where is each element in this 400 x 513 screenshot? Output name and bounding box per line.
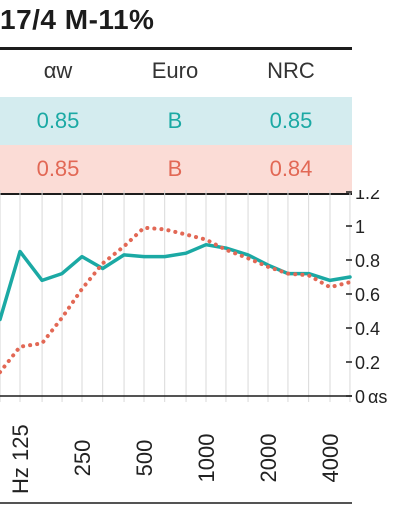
title-divider	[0, 47, 352, 50]
y-tick-label: 1	[355, 217, 365, 237]
teal-euro-value: B	[167, 108, 183, 133]
header-nrc: NRC	[267, 58, 315, 83]
salmon-euro-value: B	[167, 156, 183, 181]
y-tick-label: 0.6	[355, 285, 380, 305]
x-tick-label: Hz 125	[8, 424, 33, 494]
teal-alpha-w-value: 0.85	[36, 108, 80, 133]
x-tick-label: 250	[70, 440, 95, 477]
x-tick-label: 4000	[318, 434, 343, 483]
y-tick-label: 1.2	[355, 190, 380, 203]
y-tick-label: 0	[355, 387, 365, 407]
y-axis-title: αs	[368, 387, 387, 407]
page-title: 17/4 M-11%	[0, 4, 155, 35]
table-bottom-rule	[0, 193, 352, 195]
series-line-1	[0, 225, 352, 375]
table-row-teal: 0.85 B 0.85	[0, 97, 352, 145]
teal-nrc-value: 0.85	[269, 108, 313, 133]
table-header-row: αw Euro NRC	[0, 50, 352, 94]
y-tick-label: 0.4	[355, 319, 380, 339]
x-tick-label: 500	[132, 440, 157, 477]
table-row-salmon: 0.85 B 0.84	[0, 145, 352, 193]
x-tick-label: 1000	[194, 434, 219, 483]
salmon-alpha-w-value: 0.85	[36, 156, 80, 181]
header-alpha-w: αw	[43, 58, 73, 83]
y-tick-label: 0.8	[355, 251, 380, 271]
absorption-chart: 1.2 1 0.8 0.6 0.4 0.2 0 αs Hz 125 250 500 1000 2000 4…	[0, 190, 387, 504]
x-tick-label: 2000	[256, 434, 281, 483]
header-euro: Euro	[151, 58, 199, 83]
series-line-0	[0, 242, 352, 322]
y-tick-label: 0.2	[355, 353, 380, 373]
salmon-nrc-value: 0.84	[269, 156, 313, 181]
